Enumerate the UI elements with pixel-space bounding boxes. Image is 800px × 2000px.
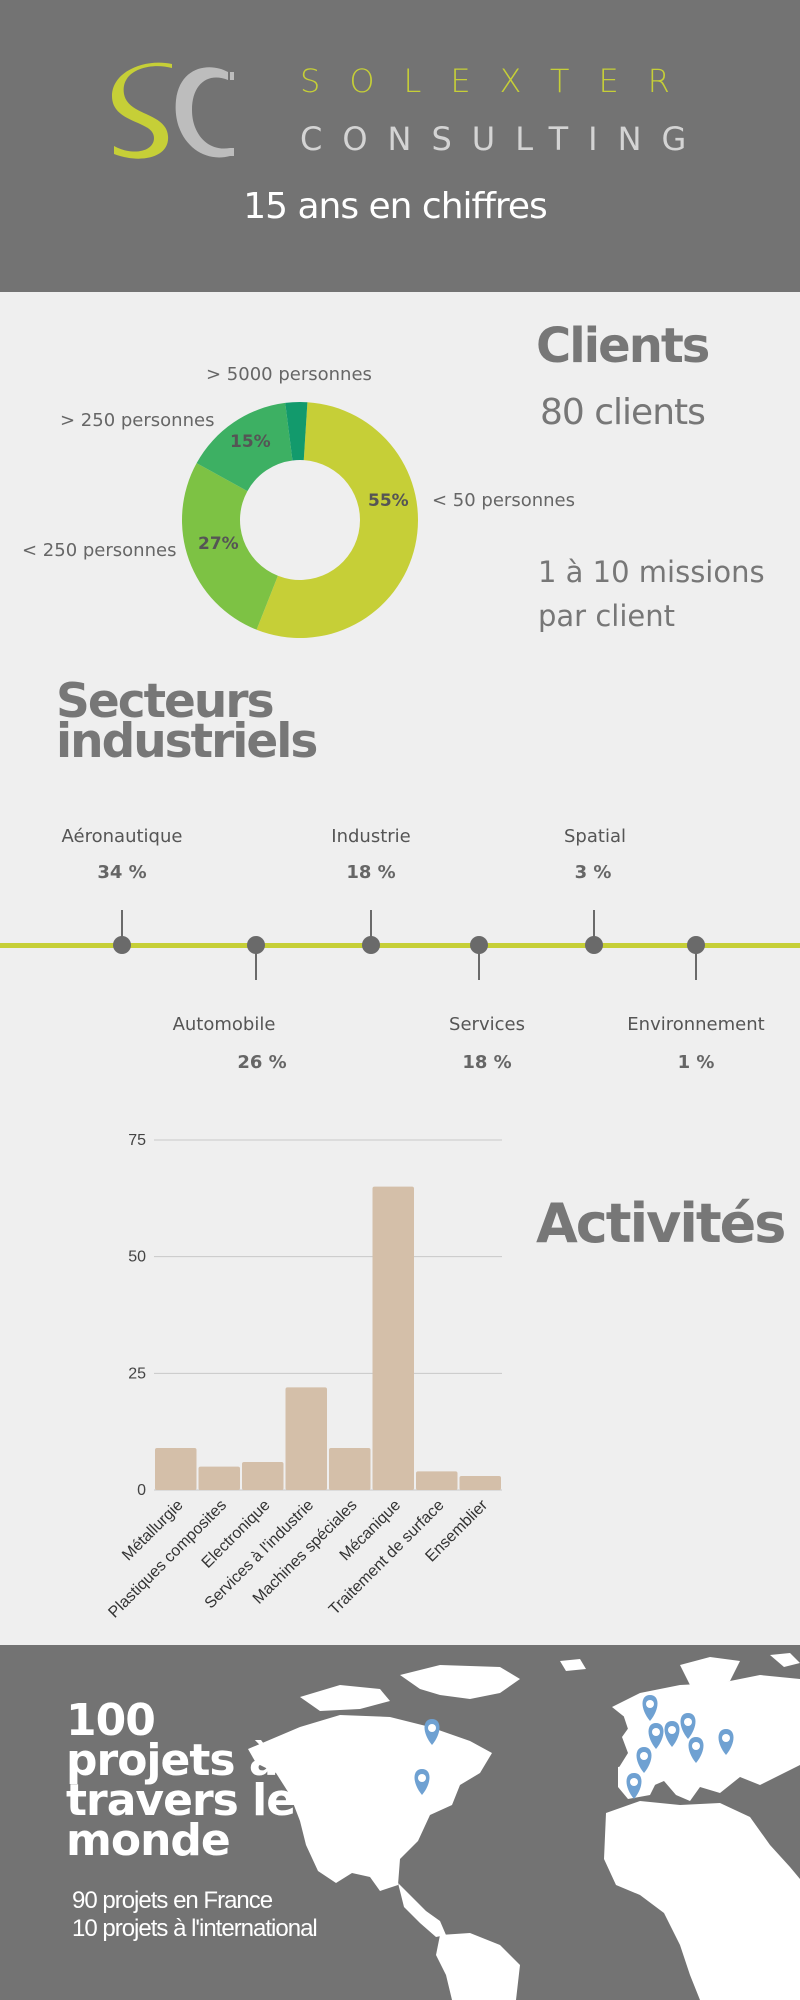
bar <box>198 1466 240 1490</box>
secteur-value: 3 % <box>574 862 612 883</box>
segment-pct-gt250: 15% <box>230 432 271 452</box>
timeline-dot <box>113 936 131 954</box>
y-tick-label: 25 <box>128 1365 146 1382</box>
world-france-count: 90 projets en France <box>72 1887 273 1914</box>
world-map <box>248 1653 800 2000</box>
clients-heading: Clients <box>536 318 710 374</box>
brand-subtitle: CONSULTING <box>300 120 707 158</box>
y-tick-label: 75 <box>128 1132 146 1149</box>
y-tick-label: 0 <box>137 1482 146 1499</box>
bar <box>285 1387 327 1490</box>
map-pin-dot <box>668 1726 676 1734</box>
donut-slice <box>285 402 308 461</box>
bar <box>329 1448 371 1490</box>
secteur-name: Automobile <box>172 1014 276 1035</box>
map-pin-dot <box>646 1700 654 1708</box>
segment-label-gt5000: > 5000 personnes <box>206 364 372 385</box>
secteur-value: 26 % <box>237 1052 287 1073</box>
segment-pct-lt50: 55% <box>368 491 409 511</box>
bar <box>416 1471 458 1490</box>
world-heading: 100 projets à travers le monde <box>66 1695 296 1866</box>
y-tick-label: 50 <box>128 1249 146 1266</box>
map-pin-dot <box>684 1718 692 1726</box>
secteur-name: Environnement <box>627 1014 765 1035</box>
donut-slice <box>182 463 278 630</box>
timeline-dot <box>362 936 380 954</box>
solexter-logo <box>112 62 234 159</box>
timeline-dot <box>585 936 603 954</box>
clients-donut-chart <box>182 402 418 638</box>
timeline-dot <box>687 936 705 954</box>
secteur-value: 1 % <box>677 1052 715 1073</box>
secteur-name: Spatial <box>564 826 626 847</box>
bar <box>155 1448 197 1490</box>
timeline-dot <box>470 936 488 954</box>
world-section: 100 projets à travers le monde 90 projet… <box>0 1645 800 2000</box>
bar <box>372 1186 414 1490</box>
map-pin-dot <box>418 1774 426 1782</box>
bar <box>242 1462 284 1490</box>
missions-per-client: 1 à 10 missions par client <box>538 555 765 633</box>
secteur-name: Services <box>449 1014 525 1035</box>
timeline-dot <box>247 936 265 954</box>
secteur-value: 18 % <box>462 1052 512 1073</box>
map-pin-dot <box>692 1742 700 1750</box>
secteurs-heading: Secteurs industriels <box>56 674 318 769</box>
map-pin-dot <box>428 1724 436 1732</box>
bar <box>459 1476 501 1490</box>
world-international-count: 10 projets à l'international <box>72 1915 318 1942</box>
donut-slice <box>256 402 418 638</box>
secteur-name: Aéronautique <box>61 826 183 847</box>
segment-label-lt250: < 250 personnes <box>22 540 177 561</box>
secteur-value: 18 % <box>346 862 396 883</box>
clients-count: 80 clients <box>540 392 706 433</box>
activites-heading: Activités <box>536 1192 786 1255</box>
map-pin-dot <box>630 1778 638 1786</box>
secteurs-timeline <box>0 943 800 948</box>
segment-label-lt50: < 50 personnes <box>432 490 575 511</box>
segment-pct-lt250: 27% <box>198 534 239 554</box>
segment-label-gt250: > 250 personnes <box>60 410 215 431</box>
donut-slice <box>196 402 293 492</box>
secteur-name: Industrie <box>331 826 411 847</box>
page-tagline: 15 ans en chiffres <box>243 186 548 227</box>
map-pin-dot <box>652 1728 660 1736</box>
header-banner: SOLEXTER CONSULTING 15 ans en chiffres <box>0 0 800 292</box>
map-pin-dot <box>640 1752 648 1760</box>
map-pin-dot <box>722 1734 730 1742</box>
brand-name: SOLEXTER <box>300 62 699 100</box>
secteur-value: 34 % <box>97 862 147 883</box>
